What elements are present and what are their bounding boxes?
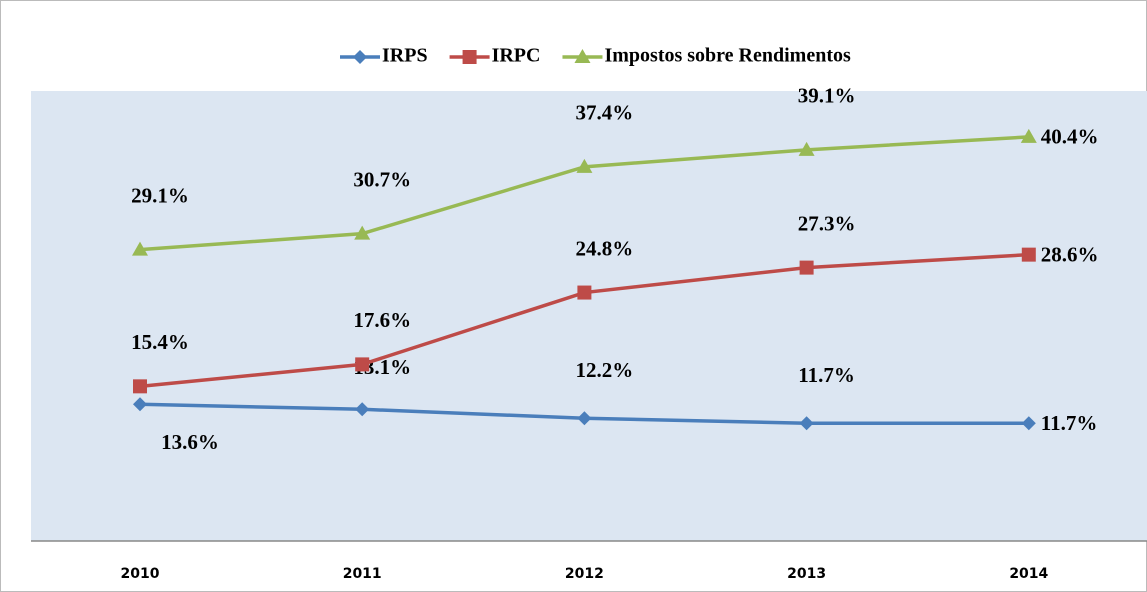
marker — [355, 402, 370, 417]
data-label: 28.6% — [1041, 242, 1099, 266]
marker — [798, 141, 815, 156]
data-label: 37.4% — [576, 101, 634, 125]
marker — [353, 50, 367, 64]
marker — [576, 158, 593, 173]
legend-label: IRPS — [382, 45, 428, 67]
data-label: 30.7% — [353, 167, 411, 191]
data-label: 11.7% — [798, 363, 855, 387]
plot-area — [31, 91, 1147, 541]
x-tick-label: 2010 — [121, 566, 160, 582]
data-label: 15.4% — [131, 330, 189, 354]
marker — [354, 225, 371, 240]
marker — [133, 379, 147, 394]
x-tick-label: 2012 — [565, 566, 604, 582]
marker — [799, 416, 814, 431]
x-tick-label: 2013 — [787, 566, 826, 582]
marker — [133, 397, 147, 412]
marker — [799, 260, 814, 275]
marker — [132, 241, 148, 256]
data-label: 29.1% — [131, 183, 189, 207]
marker — [1021, 247, 1036, 262]
marker — [462, 50, 477, 64]
data-label: 12.2% — [576, 358, 634, 382]
marker — [355, 357, 370, 372]
x-tick-label: 2011 — [343, 566, 382, 582]
marker — [1020, 128, 1037, 143]
data-label: 27.3% — [798, 211, 856, 235]
data-label: 24.8% — [576, 236, 634, 260]
x-tick-label: 2014 — [1009, 566, 1048, 582]
data-label: 13.6% — [161, 430, 219, 454]
marker — [574, 49, 591, 63]
data-label: 17.6% — [353, 308, 411, 332]
legend-label: IRPC — [492, 45, 541, 67]
data-label: 39.1% — [798, 84, 856, 108]
data-label: 40.4% — [1041, 125, 1099, 149]
marker — [577, 285, 592, 300]
marker — [577, 411, 592, 426]
data-label: 11.7% — [1041, 411, 1098, 435]
marker — [1021, 416, 1036, 431]
legend-label: Impostos sobre Rendimentos — [604, 45, 851, 67]
